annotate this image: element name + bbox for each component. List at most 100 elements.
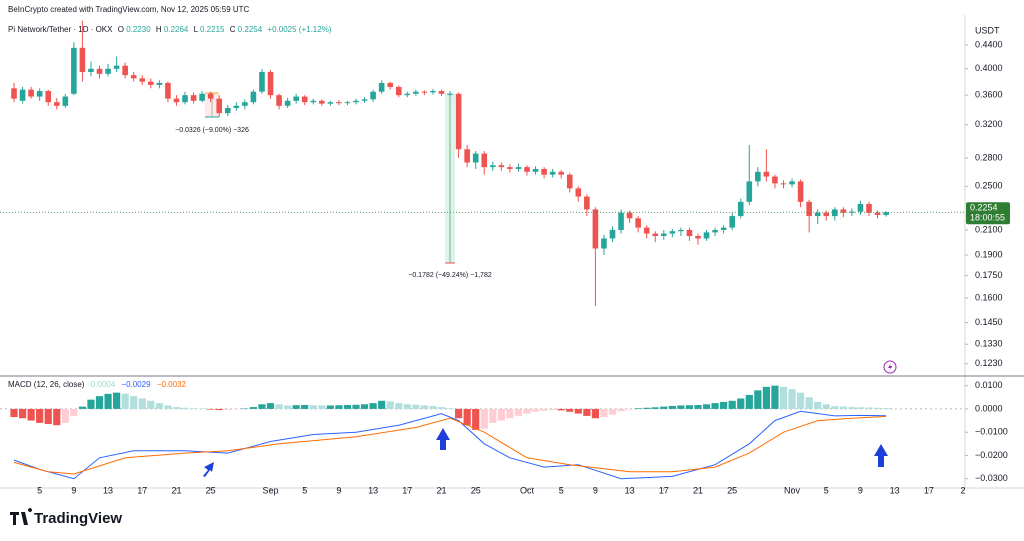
histogram-bar	[540, 408, 548, 411]
candle-body	[678, 229, 684, 232]
candle-body	[250, 91, 257, 103]
candle-body	[242, 102, 248, 106]
alert-icon[interactable]	[883, 360, 897, 374]
histogram-bar	[882, 408, 890, 409]
histogram-bar	[335, 405, 343, 409]
arrow	[874, 444, 888, 467]
candle-body	[370, 91, 376, 100]
histogram-bar	[44, 408, 52, 425]
candle-body	[36, 91, 43, 97]
candle-body	[618, 212, 624, 230]
x-tick-label: Sep	[263, 485, 279, 495]
macd-title: MACD (12, 26, close)	[8, 380, 85, 389]
candle-body	[669, 231, 676, 234]
y-tick-label: 0.1230	[975, 358, 1003, 368]
histogram-bar	[566, 408, 574, 412]
candle-body	[19, 89, 26, 101]
histogram-bar	[814, 401, 822, 409]
x-tick-label: 9	[858, 485, 863, 495]
histogram-bar	[514, 408, 523, 416]
candle-body	[780, 183, 787, 185]
candle-body	[336, 102, 342, 104]
candle-body	[515, 167, 522, 169]
x-tick-label: 21	[171, 485, 181, 495]
candle-body	[276, 95, 282, 106]
x-tick-label: 21	[436, 485, 446, 495]
histogram-bar	[249, 407, 258, 409]
candle-body	[549, 171, 556, 175]
y-tick-label: 0.2500	[975, 181, 1003, 191]
histogram-bar	[275, 404, 283, 409]
histogram-bar	[429, 406, 437, 409]
candle-body	[626, 212, 633, 219]
currency: USDT	[975, 25, 1000, 35]
x-tick-label: 17	[924, 485, 934, 495]
candle-body	[207, 93, 214, 99]
x-tick-label: 21	[693, 485, 703, 495]
histogram-bar	[506, 408, 514, 419]
histogram-bar	[848, 407, 856, 409]
histogram-bar	[788, 389, 796, 409]
x-tick-label: 9	[593, 485, 598, 495]
macd-line	[13, 415, 887, 475]
x-tick-label: 17	[659, 485, 669, 495]
histogram-bar	[831, 406, 839, 409]
x-tick-label: 25	[471, 485, 481, 495]
ohlc-value: 0.2264	[164, 25, 189, 34]
candle-body	[686, 229, 693, 237]
histogram-bar	[685, 405, 694, 409]
measure-label: −0.0326 (−9.00%) −326	[175, 127, 249, 134]
histogram-bar	[643, 407, 651, 409]
y-tick-label: 0.0000	[975, 403, 1003, 413]
ohlc-label: L	[194, 25, 199, 34]
x-tick-label: 9	[336, 485, 341, 495]
candle-body	[789, 181, 795, 185]
candle-body	[712, 229, 718, 233]
legend-value: −0.0032	[157, 380, 187, 389]
ohlc-label: O	[118, 25, 124, 34]
candle-body	[378, 82, 385, 92]
histogram-bar	[523, 408, 531, 414]
candle-body	[703, 232, 710, 239]
candle-body	[472, 153, 479, 163]
candle-body	[113, 65, 120, 69]
candle-body	[464, 149, 470, 163]
macd-legend: MACD (12, 26, close) 0.0004 −0.0029 −0.0…	[8, 380, 186, 389]
histogram-bar	[762, 386, 770, 409]
y-tick-label: 0.2100	[975, 224, 1003, 234]
x-tick-label: Nov	[784, 485, 801, 495]
y-tick-label: 0.1450	[975, 317, 1003, 327]
histogram-bar	[805, 397, 813, 409]
histogram-bar	[104, 393, 112, 409]
histogram-bar	[232, 408, 240, 410]
candle-body	[601, 238, 607, 249]
arrow	[203, 462, 214, 477]
candle-body	[840, 209, 847, 213]
y-tick-label: 0.0100	[975, 380, 1003, 390]
histogram-bar	[557, 408, 565, 411]
candle-body	[874, 212, 881, 215]
histogram-bar	[865, 407, 873, 409]
candle-body	[729, 216, 735, 228]
x-tick-label: 25	[727, 485, 737, 495]
candle-body	[438, 91, 445, 94]
x-tick-label: Oct	[520, 485, 535, 495]
histogram-bar	[437, 407, 446, 409]
candle-body	[122, 65, 128, 76]
candle-body	[823, 212, 830, 217]
candle-body	[430, 91, 436, 93]
histogram-bar	[207, 408, 215, 410]
candle-body	[609, 229, 616, 239]
histogram-bar	[600, 408, 608, 418]
arrow	[436, 428, 450, 450]
histogram-bar	[215, 408, 223, 411]
histogram-bar	[489, 408, 497, 423]
histogram-bar	[266, 403, 275, 409]
candle-body	[165, 82, 171, 99]
histogram-bar	[155, 403, 163, 409]
x-tick-label: 13	[625, 485, 635, 495]
histogram-bar	[463, 408, 471, 426]
histogram-bar	[856, 407, 865, 409]
candle-body	[404, 93, 411, 96]
